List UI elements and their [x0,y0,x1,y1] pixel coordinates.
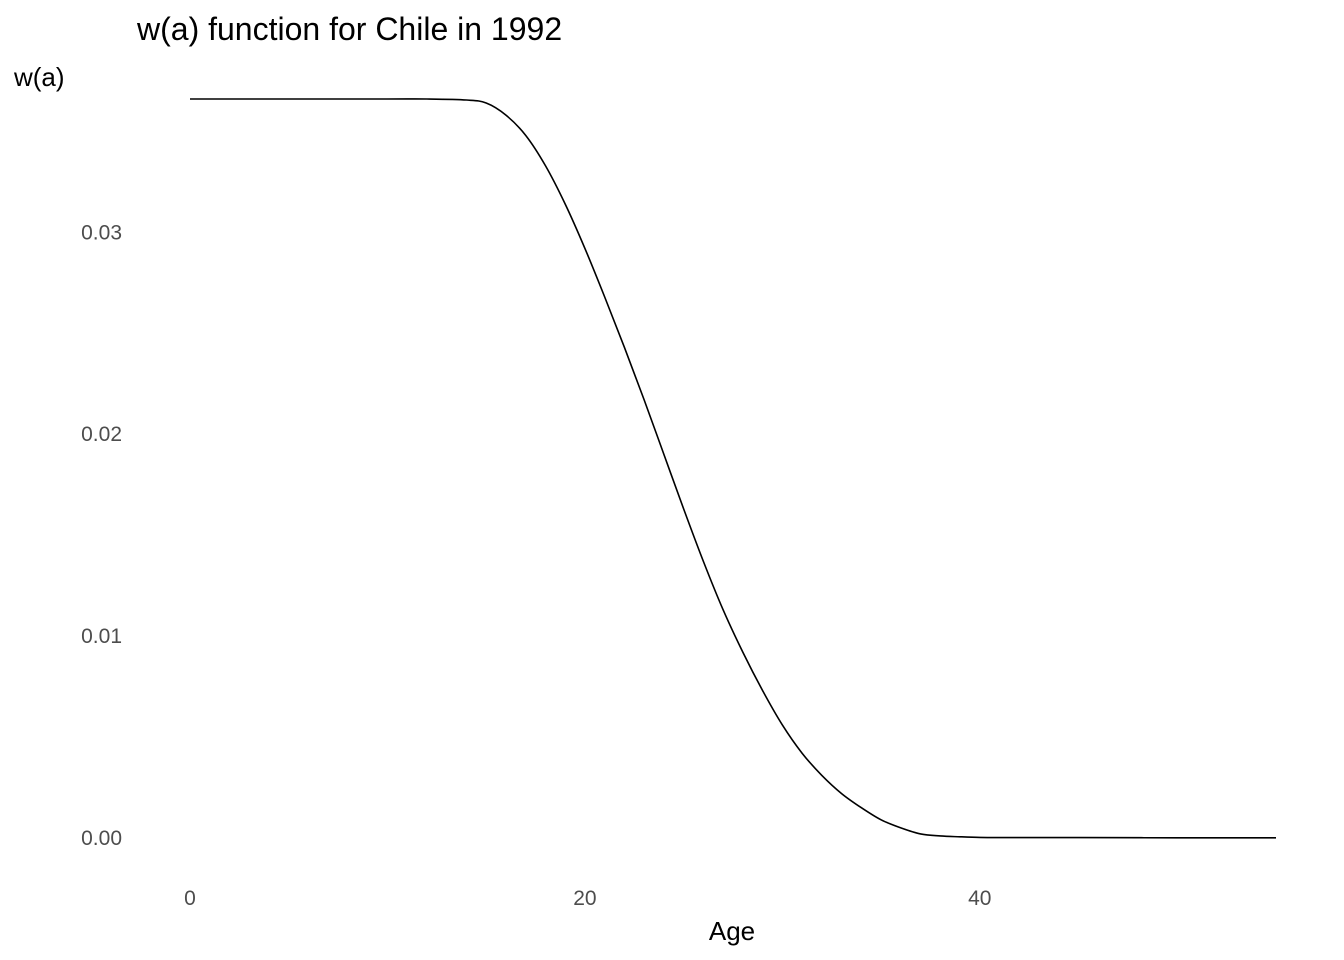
x-axis-label: Age [709,916,755,946]
x-tick-label: 0 [184,887,196,910]
plot-area [189,98,1277,839]
chart-title: w(a) function for Chile in 1992 [136,11,562,47]
y-tick-label: 0.01 [81,625,122,648]
x-tick-label: 20 [573,887,596,910]
y-axis-label: w(a) [13,62,65,92]
y-tick-label: 0.00 [81,827,122,850]
x-tick-labels: 0 20 40 [184,887,991,910]
y-tick-label: 0.02 [81,423,122,446]
y-tick-labels: 0.00 0.01 0.02 0.03 [81,221,122,850]
series-line [189,98,1277,839]
y-tick-label: 0.03 [81,221,122,244]
x-tick-label: 40 [968,887,991,910]
